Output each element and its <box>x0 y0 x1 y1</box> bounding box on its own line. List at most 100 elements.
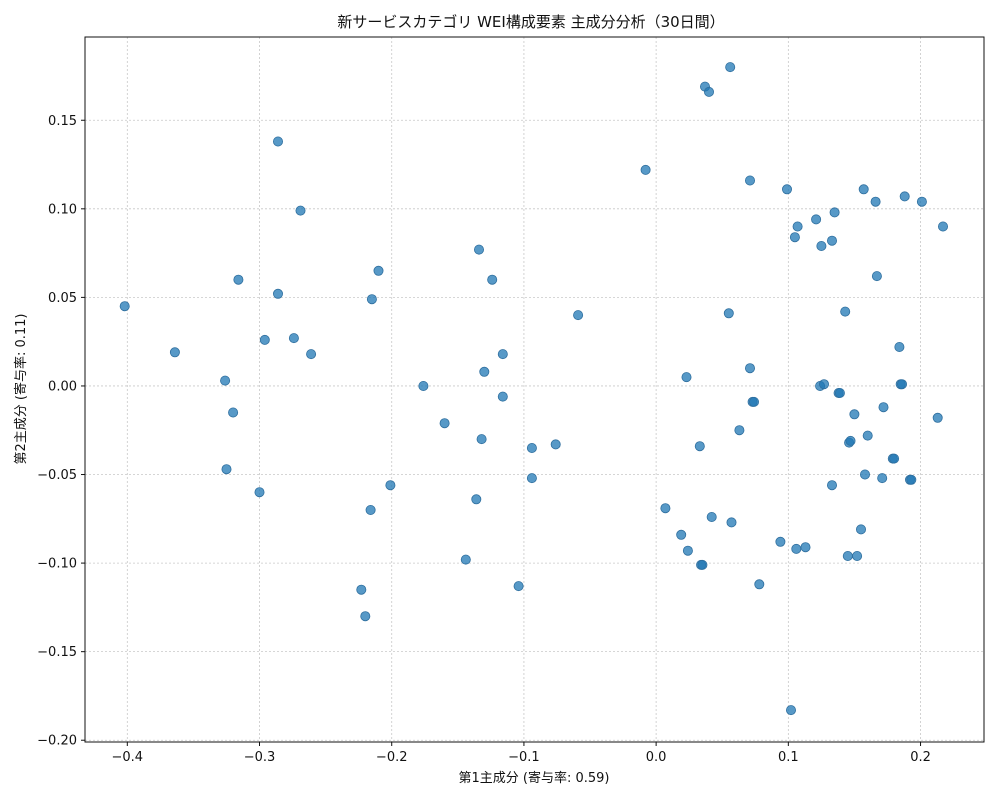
data-point <box>228 407 239 418</box>
grid-lines <box>85 37 984 742</box>
y-tick-label: 0.15 <box>48 114 77 129</box>
data-point <box>827 480 838 491</box>
data-point <box>418 380 429 391</box>
data-point <box>476 434 487 445</box>
data-point <box>849 409 860 420</box>
data-point <box>573 310 584 321</box>
x-tick-label: 0.0 <box>646 750 667 765</box>
data-point <box>897 379 908 390</box>
data-point <box>871 271 882 282</box>
data-point <box>725 62 736 73</box>
data-point <box>360 611 371 622</box>
y-axis-ticks: −0.20 −0.15 −0.10 −0.05 0.00 0.05 0.10 0.15 <box>37 114 85 749</box>
data-point <box>932 412 943 423</box>
data-point <box>497 349 508 360</box>
data-point <box>365 504 376 515</box>
x-tick-label: −0.2 <box>376 750 408 765</box>
data-point <box>749 396 760 407</box>
x-axis-ticks: −0.4 −0.3 −0.2 −0.1 0.0 0.1 0.2 <box>112 742 931 765</box>
y-tick-label: −0.15 <box>37 645 77 660</box>
data-point <box>840 306 851 317</box>
data-point <box>870 196 881 207</box>
data-point <box>259 334 270 345</box>
data-point <box>526 473 537 484</box>
data-point <box>916 196 927 207</box>
y-tick-label: −0.05 <box>37 468 77 483</box>
data-point <box>169 347 180 358</box>
x-tick-label: 0.2 <box>910 750 931 765</box>
x-tick-label: −0.4 <box>112 750 144 765</box>
data-point <box>550 439 561 450</box>
data-point <box>640 164 651 175</box>
data-point <box>233 274 244 285</box>
data-point <box>487 274 498 285</box>
data-point <box>119 301 130 312</box>
y-axis-label: 第2主成分 (寄与率: 0.11) <box>13 313 29 464</box>
data-point <box>682 545 693 556</box>
data-point <box>513 581 524 592</box>
data-point <box>460 554 471 565</box>
data-point <box>254 487 265 498</box>
data-point <box>220 375 231 386</box>
y-tick-label: −0.10 <box>37 557 77 572</box>
data-point <box>858 184 869 195</box>
data-point <box>782 184 793 195</box>
data-point <box>676 529 687 540</box>
data-point <box>754 579 765 590</box>
data-point <box>894 341 905 352</box>
chart-title: 新サービスカテゴリ WEI構成要素 主成分分析（30日間） <box>337 13 724 31</box>
data-point <box>877 473 888 484</box>
y-tick-label: 0.00 <box>48 379 77 394</box>
data-point <box>800 542 811 553</box>
data-point <box>726 517 737 528</box>
data-point <box>889 453 900 464</box>
data-point <box>845 435 856 446</box>
data-point <box>819 379 830 390</box>
data-point <box>306 349 317 360</box>
data-point <box>856 524 867 535</box>
data-point <box>723 308 734 319</box>
data-point <box>681 372 692 383</box>
y-tick-label: 0.05 <box>48 291 77 306</box>
data-point <box>288 333 299 344</box>
data-point <box>373 265 384 276</box>
data-point <box>842 551 853 562</box>
x-tick-label: −0.3 <box>244 750 276 765</box>
data-point <box>704 86 715 97</box>
data-point <box>860 469 871 480</box>
data-point <box>660 503 671 514</box>
data-point <box>473 244 484 255</box>
data-point <box>706 512 717 523</box>
data-point <box>221 464 232 475</box>
data-point <box>479 366 490 377</box>
data-point <box>385 480 396 491</box>
plot-frame <box>84 36 985 743</box>
data-point <box>852 551 863 562</box>
data-point <box>878 402 889 413</box>
x-tick-label: 0.1 <box>778 750 799 765</box>
data-point <box>439 418 450 429</box>
data-point <box>295 205 306 216</box>
data-point <box>272 288 283 299</box>
data-point <box>789 232 800 243</box>
data-point <box>697 559 708 570</box>
data-points <box>119 62 949 716</box>
data-point <box>356 584 367 595</box>
data-point <box>811 214 822 225</box>
y-tick-label: 0.10 <box>48 202 77 217</box>
data-point <box>786 705 797 716</box>
data-point <box>775 536 786 547</box>
data-point <box>471 494 482 505</box>
data-point <box>272 136 283 147</box>
data-point <box>938 221 949 232</box>
data-point <box>745 363 756 374</box>
data-point <box>366 294 377 305</box>
data-point <box>834 387 845 398</box>
data-point <box>816 240 827 251</box>
data-point <box>526 442 537 453</box>
data-point <box>827 235 838 246</box>
data-point <box>745 175 756 186</box>
x-tick-label: −0.1 <box>508 750 540 765</box>
